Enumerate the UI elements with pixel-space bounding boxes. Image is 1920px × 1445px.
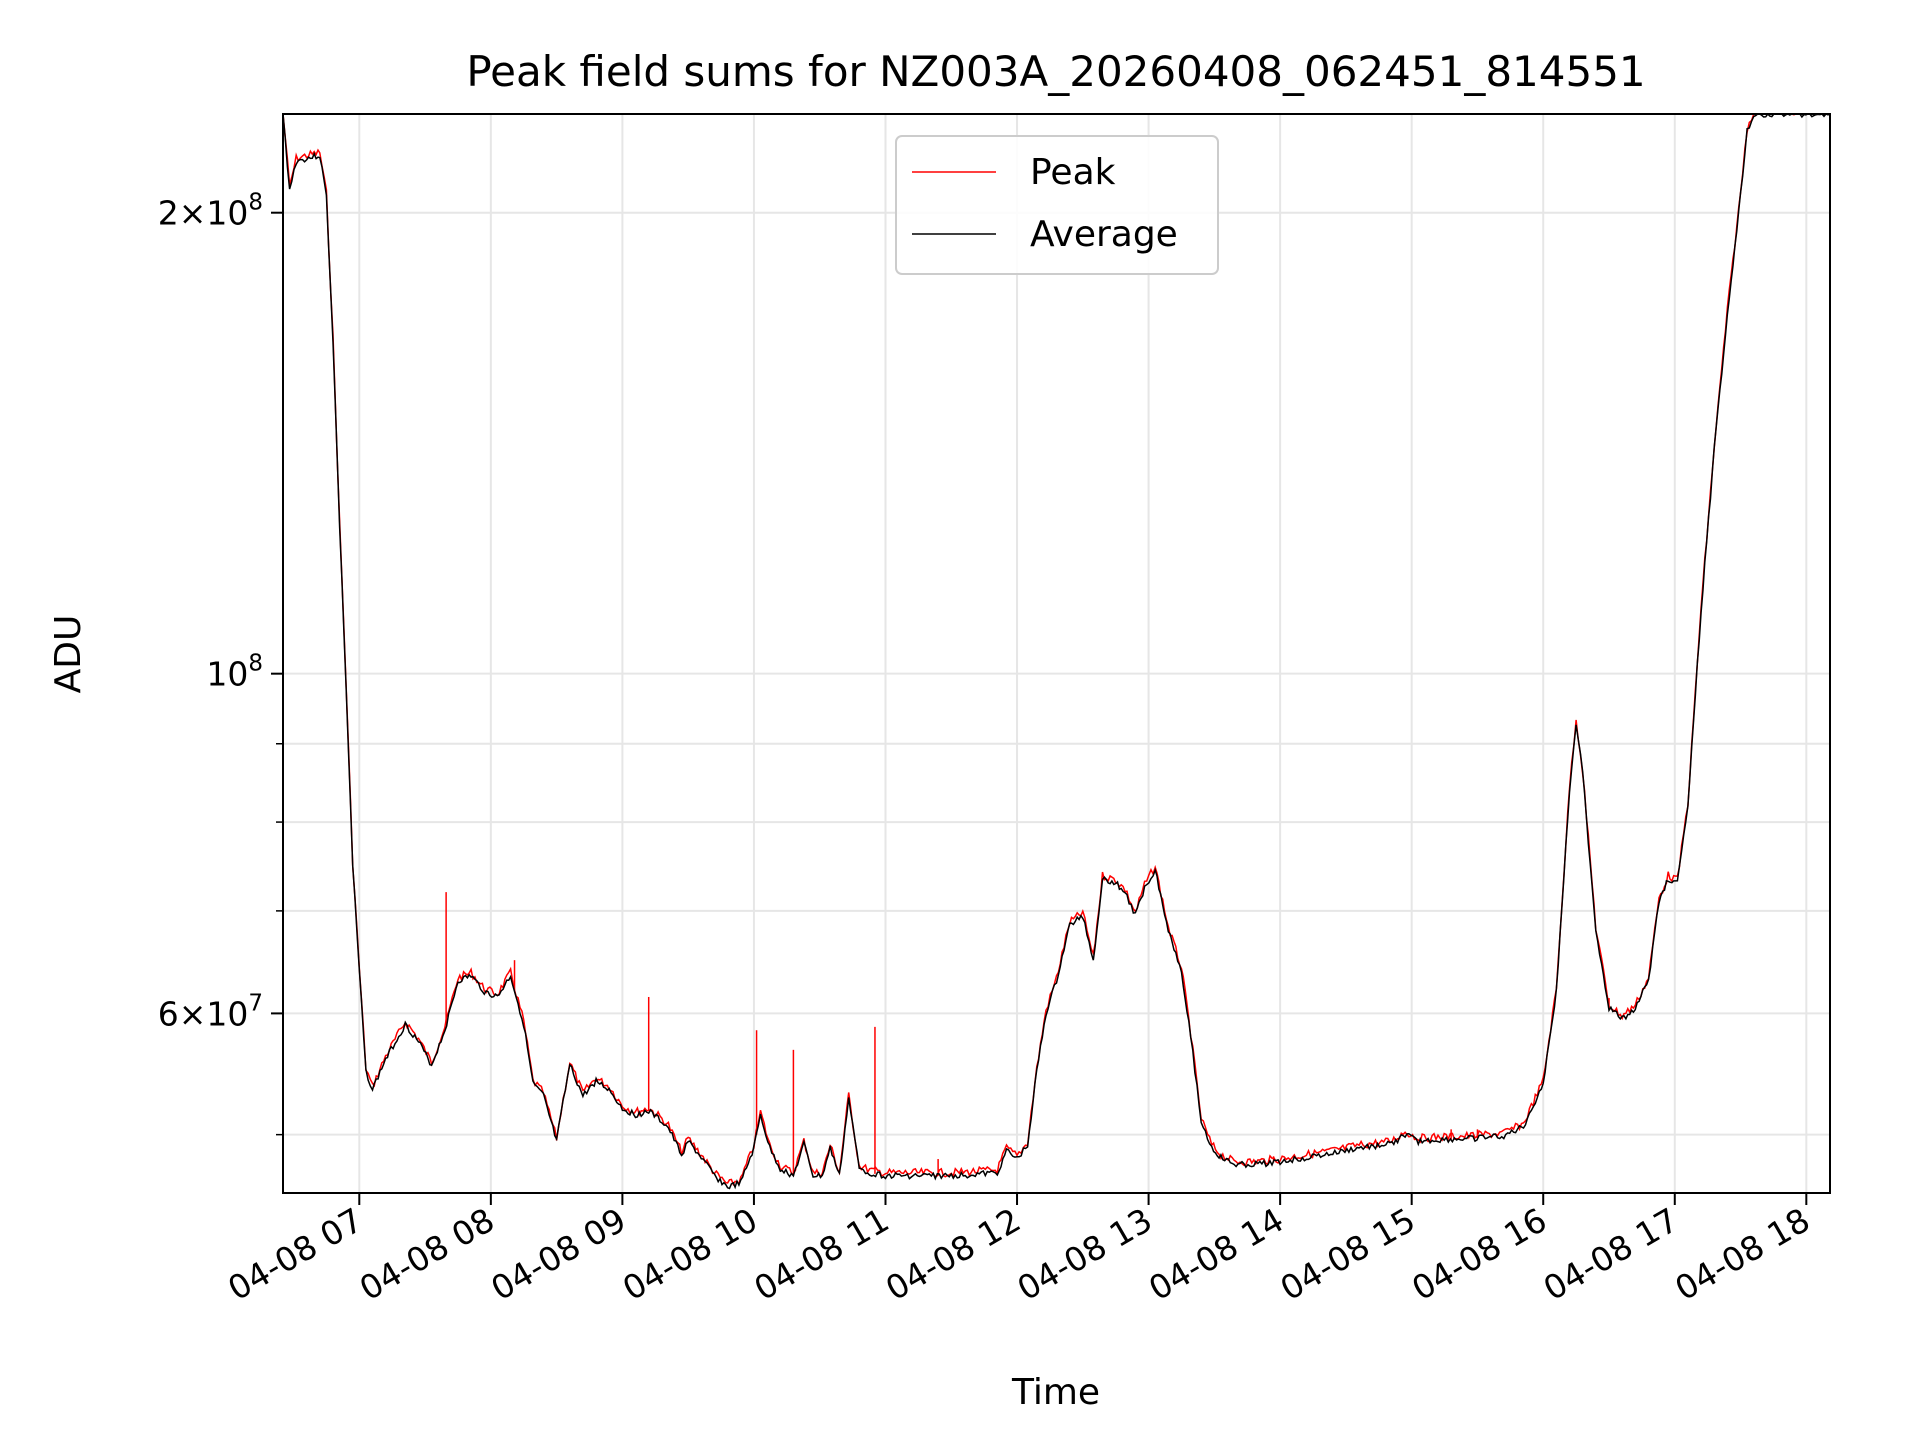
x-tick-label: 04-08 10: [616, 1200, 764, 1308]
x-tick-label: 04-08 15: [1274, 1200, 1422, 1308]
plot-frame: [282, 113, 1831, 1194]
x-tick-label: 04-08 18: [1668, 1200, 1816, 1308]
x-tick-label: 04-08 16: [1405, 1200, 1553, 1308]
legend-label-peak: Peak: [1030, 152, 1116, 193]
y-tick-label: 6×107: [158, 990, 263, 1033]
legend-box: [895, 135, 1219, 275]
x-tick-label: 04-08 08: [353, 1200, 501, 1308]
x-tick-label: 04-08 17: [1537, 1200, 1685, 1308]
legend: Peak Average: [895, 135, 1219, 275]
series-layer: [282, 112, 1831, 1190]
y-axis-label: ADU: [48, 615, 89, 694]
x-tick-label: 04-08 11: [747, 1200, 895, 1308]
y-tick-label: 2×108: [158, 190, 263, 233]
x-tick-label: 04-08 12: [879, 1200, 1027, 1308]
x-tick-label: 04-08 13: [1011, 1200, 1159, 1308]
x-tick-label: 04-08 07: [221, 1200, 369, 1308]
chart-title: Peak field sums for NZ003A_20260408_0624…: [466, 47, 1645, 96]
y-tick-label: 108: [206, 651, 263, 694]
series-average-line: [282, 112, 1831, 1190]
x-axis-label: Time: [1011, 1372, 1100, 1413]
x-tick-label: 04-08 09: [484, 1200, 632, 1308]
legend-label-average: Average: [1030, 214, 1178, 255]
x-tick-label: 04-08 14: [1142, 1200, 1290, 1308]
grid-lines: [283, 114, 1830, 1193]
